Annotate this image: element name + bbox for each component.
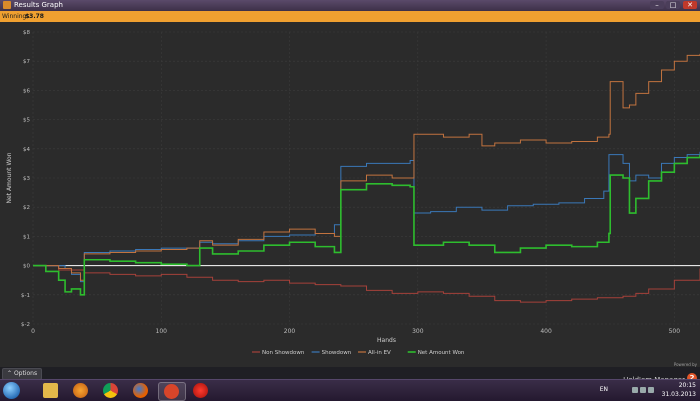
y-tick-label: $2 (23, 205, 30, 211)
taskbar-media-player[interactable] (68, 382, 94, 399)
winnings-label: Winnings: (2, 13, 32, 20)
clock-time[interactable]: 20:15 (678, 382, 696, 389)
x-tick-label: 100 (156, 328, 168, 335)
y-tick-label: $1 (23, 234, 30, 240)
brand-badge: 2 (687, 372, 697, 383)
x-tick-label: 300 (412, 328, 424, 335)
taskbar-firefox[interactable] (128, 382, 154, 399)
expand-arrow-icon: ⌃ (7, 370, 14, 377)
maximize-button[interactable]: □ (666, 1, 680, 9)
y-tick-label: $5 (23, 118, 30, 124)
close-button[interactable]: ✕ (683, 1, 697, 9)
powered-by-label: Powered by (673, 362, 697, 367)
x-axis-label: Hands (377, 337, 396, 344)
legend-label: All-in EV (368, 350, 391, 356)
window-title: Results Graph (14, 1, 63, 9)
window-titlebar: Results Graph – □ ✕ (0, 0, 700, 11)
taskbar-explorer[interactable] (38, 382, 64, 399)
options-label: Options (13, 370, 38, 377)
app-icon (3, 1, 11, 9)
start-button[interactable] (3, 382, 20, 399)
y-tick-label: $7 (23, 59, 30, 65)
y-tick-label: $8 (23, 30, 30, 36)
x-tick-label: 200 (284, 328, 296, 335)
language-indicator[interactable]: EN (599, 386, 608, 393)
options-bar: ⌃ Options (0, 367, 700, 380)
x-tick-label: 500 (669, 328, 681, 335)
folder-icon (43, 383, 58, 398)
taskbar-chrome[interactable] (98, 382, 124, 399)
y-tick-label: $0 (23, 264, 30, 270)
winnings-value: $3.78 (25, 13, 44, 20)
legend-label: Net Amount Won (418, 350, 465, 356)
results-chart-svg: 0 100 200 300 400 500 $-2 $-1 $0 $1 $2 $3 $4 $5 $6 $7 $8… (6, 30, 700, 356)
y-tick-label: $3 (23, 176, 30, 182)
system-tray: EN 20:15 31.03.2013 (600, 381, 696, 399)
flag-icon[interactable] (648, 387, 654, 393)
chrome-icon (103, 383, 118, 398)
holdem-manager-icon (164, 384, 179, 399)
x-tick-label: 0 (31, 328, 35, 335)
windows-taskbar: EN 20:15 31.03.2013 (0, 379, 700, 401)
series-line-allin-ev (33, 53, 700, 281)
y-tick-label: $4 (23, 147, 30, 153)
y-tick-label: $-1 (21, 293, 30, 299)
y-tick-label: $6 (23, 88, 30, 94)
media-player-icon (73, 383, 88, 398)
clock-date[interactable]: 31.03.2013 (661, 391, 696, 398)
taskbar-holdem-manager[interactable] (158, 382, 186, 401)
results-graph: 0 100 200 300 400 500 $-2 $-1 $0 $1 $2 $3 $4 $5 $6 $7 $8… (0, 22, 700, 365)
tray-icons (626, 387, 656, 395)
y-tick-label: $-2 (21, 322, 30, 328)
network-icon[interactable] (632, 387, 638, 393)
series-line-non-showdown (33, 265, 700, 303)
volume-icon[interactable] (640, 387, 646, 393)
legend-label: Showdown (322, 350, 352, 356)
taskbar-pokerstars[interactable] (188, 382, 214, 399)
legend-label: Non Showdown (262, 350, 305, 356)
y-axis-label: Net Amount Won (6, 152, 13, 203)
minimize-button[interactable]: – (650, 1, 664, 9)
series-line-showdown (33, 151, 700, 283)
series-line-net-won (33, 154, 700, 296)
x-tick-label: 400 (540, 328, 552, 335)
pokerstars-icon (193, 383, 208, 398)
firefox-icon (133, 383, 148, 398)
